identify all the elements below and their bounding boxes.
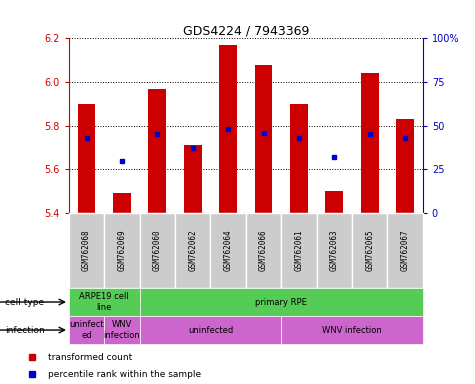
Text: WNV infection: WNV infection [322,326,382,334]
Text: GSM762068: GSM762068 [82,230,91,271]
Bar [325,191,343,213]
Bar [281,316,423,344]
Text: GSM762062: GSM762062 [188,230,197,271]
Bar [104,213,140,288]
Bar [69,288,140,316]
Text: GSM762063: GSM762063 [330,230,339,271]
Bar [246,213,281,288]
Text: GSM762064: GSM762064 [224,230,233,271]
Bar [388,213,423,288]
Text: transformed count: transformed count [48,353,132,362]
Bar [104,316,140,344]
Bar [281,213,317,288]
Bar [113,194,131,213]
Bar [175,213,210,288]
Bar [219,45,237,213]
Bar [184,146,201,213]
Bar [316,213,352,288]
Text: ARPE19 cell
line: ARPE19 cell line [79,292,129,312]
Text: cell type: cell type [5,298,44,306]
Bar [352,213,388,288]
Text: GSM762066: GSM762066 [259,230,268,271]
Bar [140,213,175,288]
Bar [69,213,104,288]
Title: GDS4224 / 7943369: GDS4224 / 7943369 [182,24,309,37]
Text: GSM762069: GSM762069 [117,230,126,271]
Bar [140,288,423,316]
Bar [210,213,246,288]
Text: GSM762061: GSM762061 [294,230,304,271]
Bar [290,104,308,213]
Bar [78,104,95,213]
Text: primary RPE: primary RPE [255,298,307,306]
Bar [361,73,379,213]
Text: GSM762060: GSM762060 [153,230,162,271]
Text: GSM762067: GSM762067 [400,230,409,271]
Bar [255,65,272,213]
Text: uninfect
ed: uninfect ed [69,320,104,340]
Text: infection: infection [5,326,45,334]
Text: WNV
infection: WNV infection [104,320,140,340]
Bar [140,316,281,344]
Bar [69,316,104,344]
Text: GSM762065: GSM762065 [365,230,374,271]
Text: uninfected: uninfected [188,326,233,334]
Bar [396,119,414,213]
Text: percentile rank within the sample: percentile rank within the sample [48,370,201,379]
Bar [149,89,166,213]
